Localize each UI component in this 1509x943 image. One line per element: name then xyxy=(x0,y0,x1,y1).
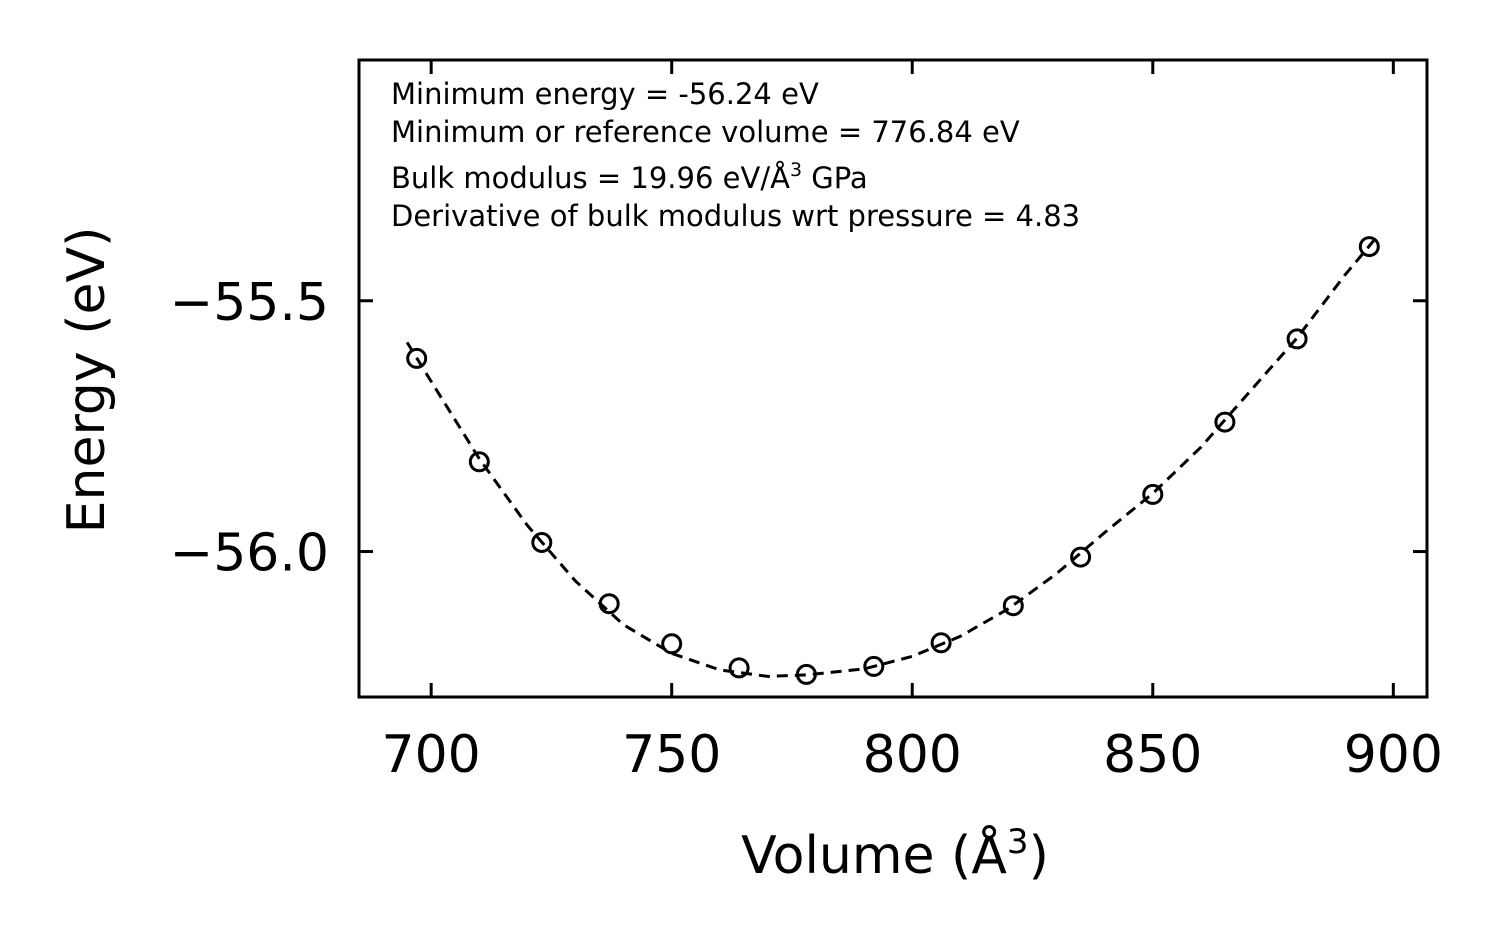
data-point xyxy=(598,593,620,615)
y-ticks: −55.5 −56.0 xyxy=(170,273,1427,584)
data-point xyxy=(406,347,428,369)
x-axis-label: Volume (Å3) xyxy=(741,822,1049,886)
data-point xyxy=(661,633,683,655)
data-point xyxy=(728,657,750,679)
x-ticks: 700 750 800 850 900 xyxy=(382,60,1443,785)
plot-frame xyxy=(357,58,1429,699)
fit-curve xyxy=(405,233,1381,678)
x-tick-label-800: 800 xyxy=(863,725,962,785)
annotation-reference-volume: Minimum or reference volume = 776.84 eV xyxy=(391,115,1020,149)
data-point xyxy=(795,663,817,685)
data-point xyxy=(468,451,490,473)
y-tick-label--56: −56.0 xyxy=(170,524,329,584)
data-point xyxy=(1070,546,1092,568)
x-tick-label-900: 900 xyxy=(1344,725,1443,785)
data-point xyxy=(930,632,952,654)
y-axis-label: Energy (eV) xyxy=(57,227,117,534)
data-point xyxy=(1214,411,1236,433)
data-point xyxy=(1286,328,1308,350)
x-tick-label-750: 750 xyxy=(622,725,721,785)
data-point xyxy=(1002,595,1024,617)
annotation-minimum-energy: Minimum energy = -56.24 eV xyxy=(391,77,819,111)
data-points xyxy=(406,236,1380,685)
x-tick-label-850: 850 xyxy=(1103,725,1202,785)
y-tick-label--55.5: −55.5 xyxy=(170,273,329,333)
data-point xyxy=(531,532,553,553)
annotation-bulk-modulus-derivative: Derivative of bulk modulus wrt pressure … xyxy=(391,199,1080,233)
annotation-bulk-modulus: Bulk modulus = 19.96 eV/Å3 GPa xyxy=(391,159,868,195)
x-tick-label-700: 700 xyxy=(382,725,481,785)
data-point xyxy=(1358,236,1380,258)
data-point xyxy=(1142,483,1164,505)
data-point xyxy=(863,655,885,677)
